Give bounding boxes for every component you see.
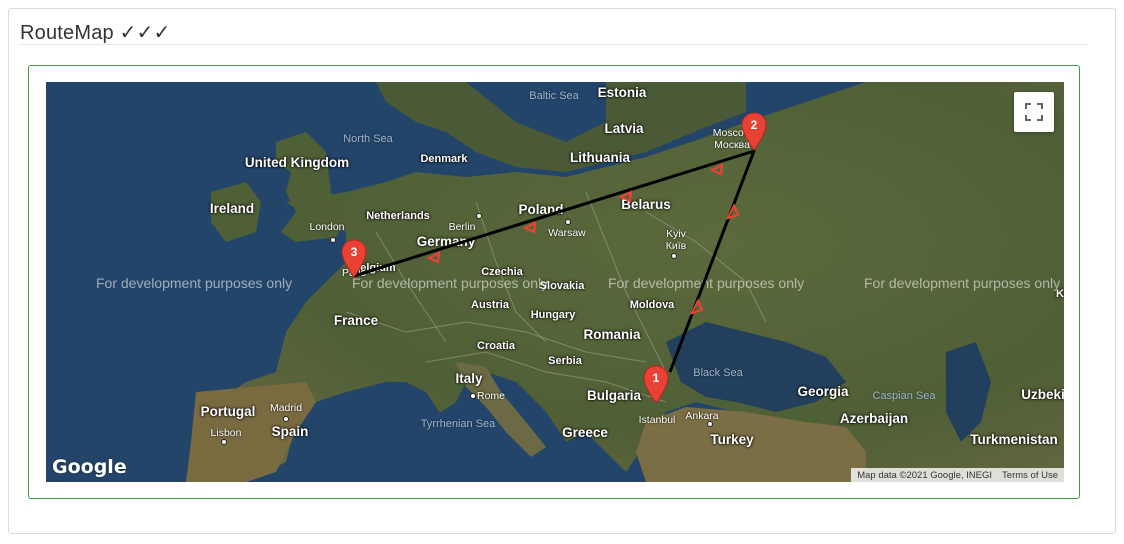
country-label: United Kingdom [244,155,350,170]
city-dot [707,421,713,427]
country-label: Hungary [530,309,576,321]
city-label: Київ [665,240,687,252]
sea-label: Tyrrhenian Sea [420,418,496,430]
route-arrow-icon [522,221,537,234]
city-dot [476,213,482,219]
city-label: Rome [476,390,506,402]
country-label: Austria [471,299,509,311]
country-label: Netherlands [366,210,430,222]
country-label: Latvia [604,121,644,136]
marker-label: 3 [351,245,358,259]
card-title: RouteMap ✓✓✓ [20,22,171,44]
route-arrow-icon [689,298,704,315]
terms-of-use-link[interactable]: Terms of Use [1002,469,1058,481]
map-canvas[interactable]: Baltic Sea North Sea Black Sea Tyrrhenia… [46,82,1064,482]
route-arrow-icon [709,163,724,176]
country-label: Belarus [621,197,671,212]
city-label: Moscow [712,127,752,139]
country-label: Germany [416,234,476,249]
country-label: France [333,313,379,328]
country-label: Moldova [629,299,675,311]
country-label: Turkmenistan [970,432,1058,447]
route-overlay [353,149,756,373]
watermark-text: For development purposes only [96,275,293,291]
country-label: Romania [583,327,641,342]
city-label: Warsaw [548,227,586,239]
country-label: Denmark [420,153,468,165]
sea-label: Black Sea [693,367,743,379]
marker-label: 1 [653,371,660,385]
map-terrain [46,82,1064,482]
marker-pin-3[interactable]: 3 [341,239,367,279]
country-label: Czechia [481,266,523,278]
country-label: Portugal [200,404,256,419]
google-logo: Google [52,456,127,478]
country-label: Lithuania [570,150,630,165]
watermark-text: For development purposes only [864,275,1061,291]
sea-label: Baltic Sea [529,90,579,102]
city-dot [671,253,677,259]
country-label: Spain [271,424,309,439]
title-divider [20,44,1088,45]
map-attribution: Map data ©2021 Google, INEGI Terms of Us… [851,468,1064,482]
country-label: Azerbaijan [839,411,909,426]
country-label: Georgia [797,384,849,399]
country-label: Uzbeki [1021,387,1064,402]
country-label: Ireland [209,201,255,216]
city-label: London [309,221,345,233]
marker-label: 2 [751,118,758,132]
map-frame [28,65,1080,499]
route-direction-arrows [426,163,740,315]
map-pin-icon [643,365,669,404]
city-dot [283,416,289,422]
city-label: Ankara [685,410,719,422]
city-dot [470,393,476,399]
city-label: Berlin [448,221,476,233]
city-label: Madrid [269,402,303,414]
city-label: Lisbon [210,427,242,439]
marker-pin-1[interactable]: 1 [643,365,669,405]
sea-label: Caspian Sea [872,390,936,402]
country-label: Croatia [477,340,515,352]
fullscreen-button[interactable] [1014,92,1054,132]
city-dot [330,237,336,243]
country-label: Serbia [548,355,582,367]
map-pin-icon [341,239,367,278]
country-label: Greece [562,425,608,440]
marker-pin-2[interactable]: 2 [741,112,767,152]
city-label: Москва [714,139,750,151]
country-label: K [1056,288,1064,300]
watermark-text: For development purposes only [608,275,805,291]
city-dot [565,219,571,225]
route-arrow-icon [426,251,441,264]
city-dot [221,439,227,445]
country-label: Italy [455,371,483,386]
city-label: Istanbul [638,414,676,426]
map-pin-icon [741,112,767,151]
route-arrow-icon [618,190,633,203]
route-arrow-icon [725,203,740,220]
route-line [353,149,756,373]
country-label: Bulgaria [586,388,642,403]
map-data-attribution: Map data ©2021 Google, INEGI [857,469,993,481]
country-label: Estonia [597,85,647,100]
country-label: Slovakia [539,280,585,292]
city-label: Kyiv [666,228,686,240]
sea-label: North Sea [343,133,393,145]
fullscreen-icon [1025,103,1043,121]
country-label: Turkey [710,432,754,447]
watermark-text: For development purposes only [352,275,549,291]
